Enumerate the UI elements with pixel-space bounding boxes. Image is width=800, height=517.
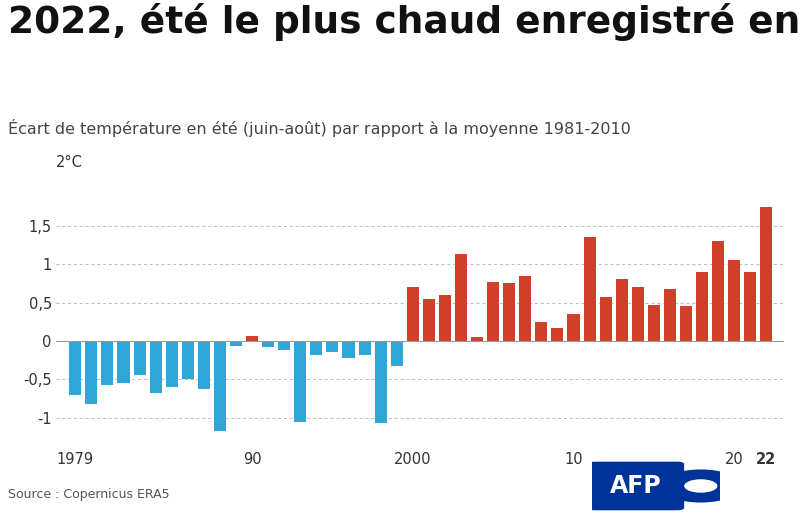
Bar: [310, 341, 322, 355]
Bar: [246, 336, 258, 341]
Bar: [728, 260, 740, 341]
Bar: [519, 276, 531, 341]
Text: Source : Copernicus ERA5: Source : Copernicus ERA5: [8, 489, 170, 501]
Bar: [423, 299, 435, 341]
Bar: [712, 241, 724, 341]
Bar: [358, 341, 370, 355]
Bar: [535, 322, 547, 341]
Bar: [262, 341, 274, 347]
Bar: [198, 341, 210, 389]
Bar: [503, 283, 515, 341]
Bar: [86, 341, 98, 404]
Text: 2022, été le plus chaud enregistré en Europe: 2022, été le plus chaud enregistré en Eu…: [8, 3, 800, 41]
Bar: [616, 280, 628, 341]
Bar: [70, 341, 82, 394]
Bar: [551, 328, 563, 341]
Bar: [182, 341, 194, 379]
Bar: [632, 287, 644, 341]
Bar: [294, 341, 306, 421]
Bar: [150, 341, 162, 393]
Bar: [406, 287, 418, 341]
FancyBboxPatch shape: [588, 462, 684, 510]
Bar: [278, 341, 290, 350]
Bar: [599, 297, 612, 341]
Bar: [567, 314, 579, 341]
Bar: [439, 295, 451, 341]
Bar: [326, 341, 338, 353]
Bar: [118, 341, 130, 383]
Bar: [744, 272, 756, 341]
Bar: [230, 341, 242, 346]
Bar: [696, 272, 708, 341]
Bar: [664, 288, 676, 341]
Bar: [583, 237, 595, 341]
Bar: [166, 341, 178, 387]
Bar: [134, 341, 146, 375]
Bar: [342, 341, 354, 358]
Bar: [214, 341, 226, 431]
Text: AFP: AFP: [610, 474, 662, 498]
Circle shape: [660, 469, 742, 503]
Bar: [390, 341, 402, 366]
Bar: [374, 341, 386, 423]
Bar: [471, 337, 483, 341]
Bar: [102, 341, 114, 386]
Bar: [455, 254, 467, 341]
Text: Écart de température en été (juin-août) par rapport à la moyenne 1981-2010: Écart de température en été (juin-août) …: [8, 119, 631, 137]
Text: 2°C: 2°C: [56, 156, 83, 171]
Bar: [760, 206, 772, 341]
Bar: [680, 307, 692, 341]
Circle shape: [684, 479, 718, 493]
Bar: [648, 305, 660, 341]
Bar: [487, 282, 499, 341]
